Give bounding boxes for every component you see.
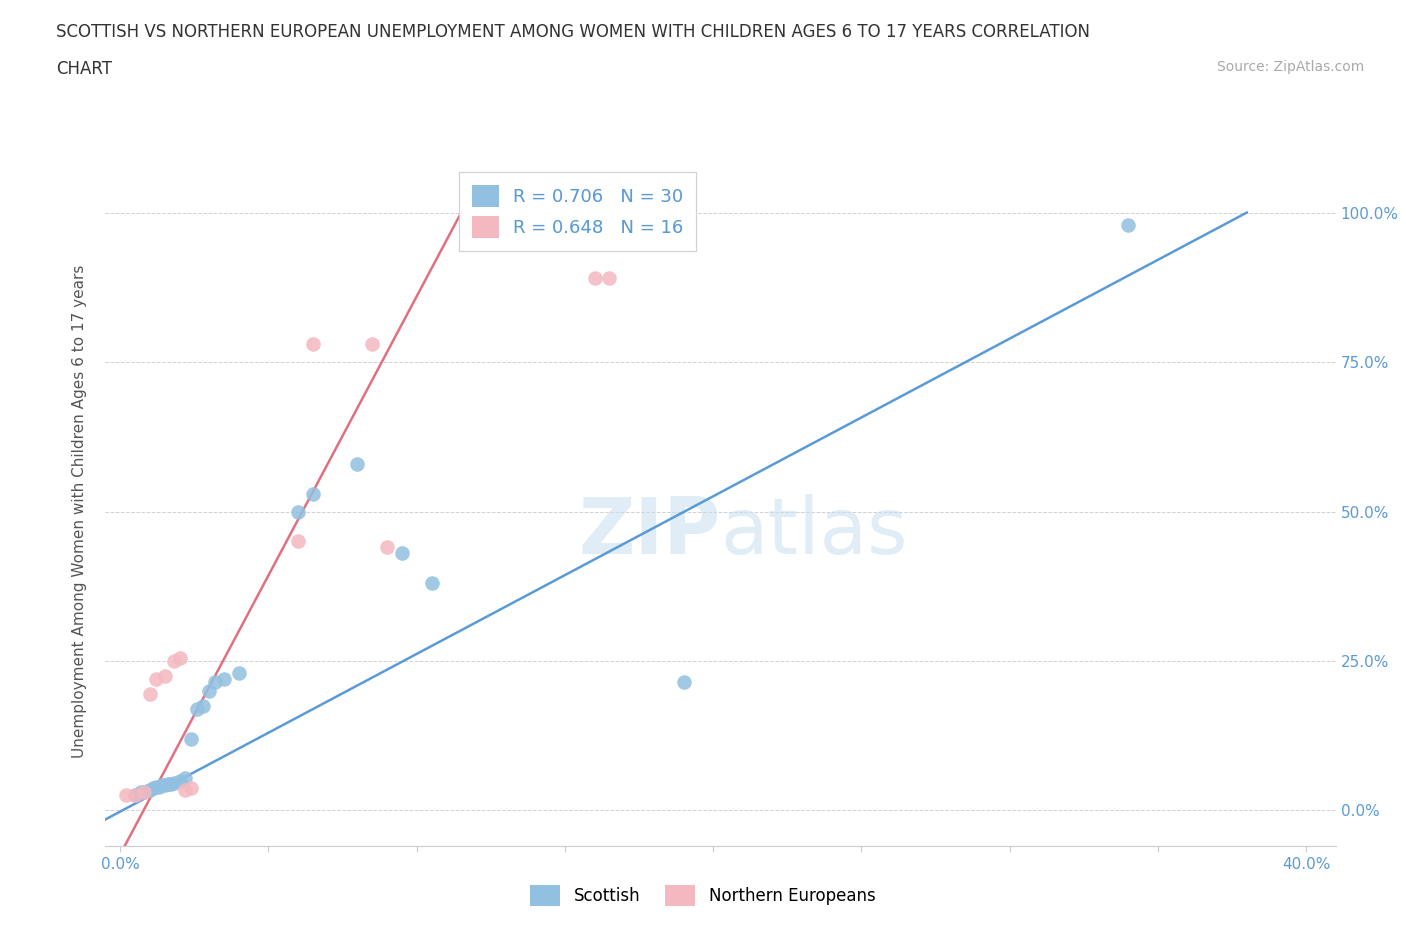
Point xyxy=(148,779,170,794)
Y-axis label: Unemployment Among Women with Children Ages 6 to 17 years: Unemployment Among Women with Children A… xyxy=(72,265,87,758)
Point xyxy=(302,337,325,352)
Point xyxy=(159,776,181,790)
Point xyxy=(193,698,215,713)
Point xyxy=(204,674,226,689)
Point xyxy=(132,785,155,800)
Point xyxy=(361,337,384,352)
Point xyxy=(162,654,184,669)
Point xyxy=(287,504,309,519)
Point xyxy=(145,779,167,794)
Point xyxy=(139,782,162,797)
Text: CHART: CHART xyxy=(56,60,112,78)
Point xyxy=(180,780,202,795)
Point xyxy=(391,546,413,561)
Point xyxy=(169,651,191,666)
Point xyxy=(153,669,176,684)
Point xyxy=(127,786,149,801)
Point xyxy=(420,576,443,591)
Point xyxy=(672,674,695,689)
Legend: Scottish, Northern Europeans: Scottish, Northern Europeans xyxy=(524,879,882,912)
Point xyxy=(375,540,398,555)
Point xyxy=(115,788,138,803)
Text: atlas: atlas xyxy=(721,494,908,569)
Point xyxy=(212,671,235,686)
Text: Source: ZipAtlas.com: Source: ZipAtlas.com xyxy=(1216,60,1364,74)
Point xyxy=(583,271,606,286)
Point xyxy=(132,785,155,800)
Point xyxy=(142,780,165,795)
Point xyxy=(174,770,197,785)
Text: ZIP: ZIP xyxy=(578,494,721,569)
Point xyxy=(124,788,146,803)
Point xyxy=(162,776,184,790)
Point xyxy=(145,671,167,686)
Point xyxy=(156,777,179,791)
Point xyxy=(180,731,202,746)
Point xyxy=(228,666,250,681)
Point xyxy=(198,684,221,698)
Point xyxy=(129,785,152,800)
Point xyxy=(287,534,309,549)
Point xyxy=(153,777,176,792)
Point xyxy=(124,788,146,803)
Point xyxy=(136,784,159,799)
Point xyxy=(186,701,208,716)
Point xyxy=(302,486,325,501)
Point xyxy=(1116,217,1139,232)
Point xyxy=(598,271,620,286)
Point xyxy=(346,457,368,472)
Legend: R = 0.706   N = 30, R = 0.648   N = 16: R = 0.706 N = 30, R = 0.648 N = 16 xyxy=(458,172,696,251)
Point xyxy=(169,773,191,788)
Text: SCOTTISH VS NORTHERN EUROPEAN UNEMPLOYMENT AMONG WOMEN WITH CHILDREN AGES 6 TO 1: SCOTTISH VS NORTHERN EUROPEAN UNEMPLOYME… xyxy=(56,23,1090,41)
Point xyxy=(139,686,162,701)
Point xyxy=(150,777,173,792)
Point xyxy=(174,782,197,797)
